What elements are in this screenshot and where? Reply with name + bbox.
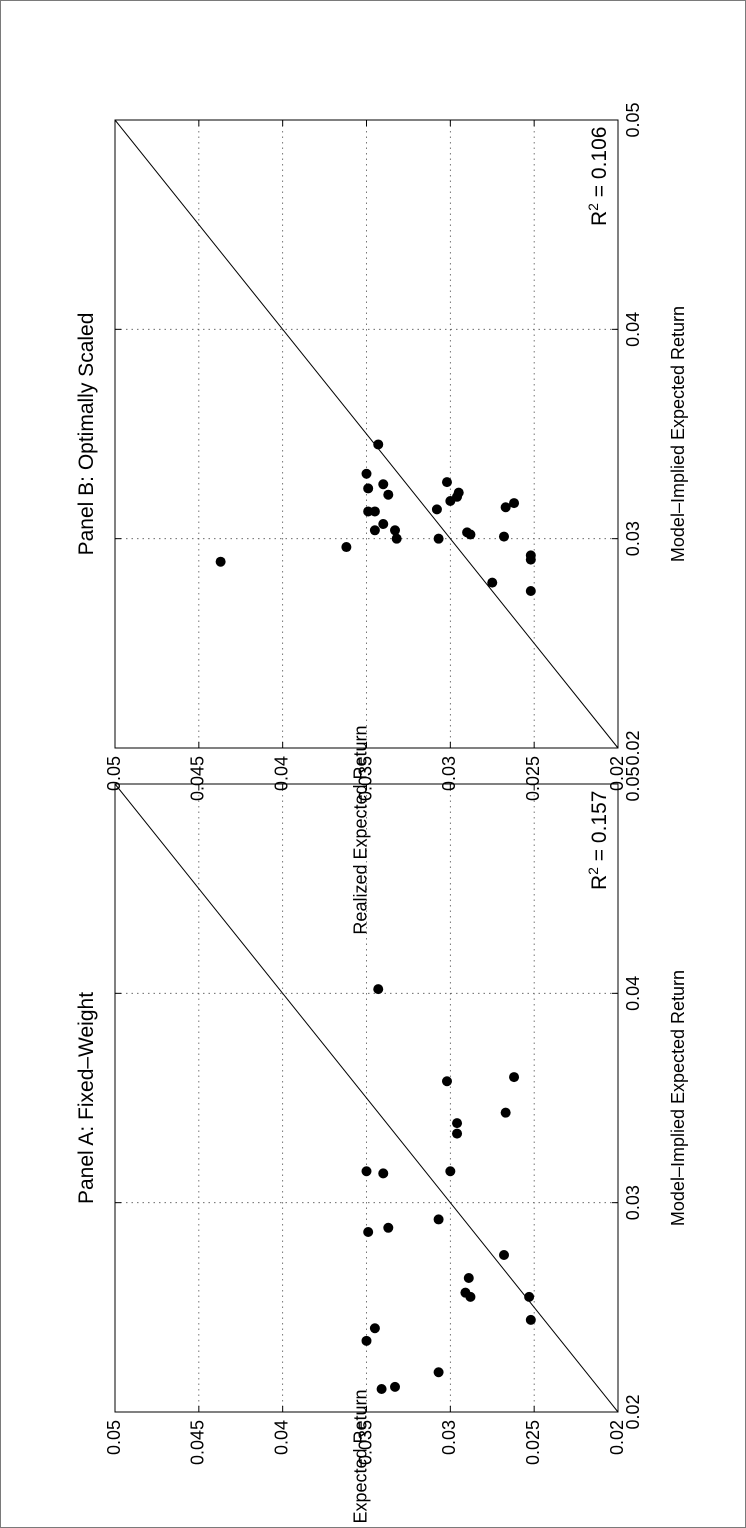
scatter-point: [433, 1367, 444, 1378]
r2-exponent: 2: [585, 867, 601, 875]
scatter-point: [463, 1273, 474, 1284]
y-tick-label: 0.02: [607, 756, 627, 791]
x-tick-label: 0.02: [623, 1394, 643, 1429]
r2-value: = 0.106: [588, 127, 611, 203]
points: [215, 439, 536, 596]
x-tick-label: 0.02: [623, 730, 643, 765]
x-tick-label: 0.04: [623, 976, 643, 1011]
y-tick-label: 0.04: [271, 756, 291, 791]
scatter-point: [525, 586, 536, 596]
y-tick-label: 0.025: [523, 1420, 543, 1465]
scatter-point: [376, 1383, 387, 1394]
x-tick-label: 0.04: [623, 312, 643, 347]
scatter-point: [498, 531, 509, 542]
scatter-point: [215, 556, 226, 567]
panel-b: 0.020.030.040.050.020.0250.030.0350.040.…: [75, 102, 688, 934]
scatter-point: [383, 1222, 394, 1233]
scatter-point: [525, 550, 536, 561]
x-tick-label: 0.03: [623, 1185, 643, 1220]
panel-title: Panel A: Fixed–Weight: [75, 992, 98, 1204]
y-tick-label: 0.025: [523, 756, 543, 801]
scatter-point: [452, 1128, 463, 1139]
scatter-point: [525, 1314, 536, 1325]
r2-exponent: 2: [585, 203, 601, 211]
y-tick-label: 0.035: [355, 1420, 375, 1465]
scatter-point: [373, 439, 384, 450]
scatter-point: [453, 487, 464, 498]
panel-a: 0.02 0.03 0.04 0.05 0.02 0.025 0.03 0.035 0.04 0.…: [75, 766, 688, 1528]
scatter-point: [378, 479, 389, 490]
y-tick-label: 0.05: [104, 1420, 124, 1455]
scatter-point: [390, 1381, 401, 1392]
scatter-point: [378, 519, 389, 530]
y-tick-label: 0.045: [188, 756, 208, 801]
scatter-point: [341, 542, 352, 553]
y-axis-label: Realized Expected Return: [351, 1389, 371, 1528]
y-axis-label: Realized Expected Return: [351, 725, 371, 934]
reference-45-line: [114, 119, 619, 749]
scatter-point: [363, 1226, 374, 1237]
scatter-point: [373, 984, 384, 995]
ticks: 0.02 0.03 0.04 0.05 0.02 0.025 0.03 0.035 0.04 0.…: [104, 766, 643, 1465]
y-tick-label: 0.035: [355, 756, 375, 801]
r2-symbol: R: [588, 875, 611, 890]
reference-45-line: [114, 783, 619, 1413]
y-tick-label: 0.03: [439, 1420, 459, 1455]
scatter-point: [498, 1250, 509, 1260]
scatter-point: [361, 1335, 372, 1346]
scatter-point: [361, 468, 372, 479]
points: [361, 984, 536, 1394]
ticks: 0.020.030.040.050.020.0250.030.0350.040.…: [104, 102, 643, 801]
x-tick-label: 0.05: [623, 102, 643, 137]
r-squared-annotation: R2 = 0.106: [585, 127, 611, 226]
y-tick-label: 0.045: [188, 1420, 208, 1465]
grid: [115, 120, 618, 748]
scatter-point: [433, 1214, 444, 1225]
scatter-point: [509, 1072, 520, 1083]
scatter-point: [369, 506, 380, 517]
scatter-point: [445, 1166, 456, 1177]
scatter-point: [462, 527, 473, 538]
scatter-point: [369, 1323, 380, 1334]
y-tick-label: 0.05: [104, 756, 124, 791]
y-tick-label: 0.04: [271, 1420, 291, 1455]
scatter-point: [452, 1118, 463, 1129]
scatter-point: [369, 525, 380, 536]
scatter-point: [378, 1168, 389, 1179]
scatter-point: [441, 1076, 452, 1087]
r2-value: = 0.157: [588, 791, 611, 867]
y-tick-label: 0.02: [607, 1420, 627, 1455]
scatter-point: [441, 477, 452, 488]
r2-symbol: R: [588, 211, 611, 226]
scatter-point: [391, 533, 402, 544]
scatter-point: [500, 1107, 511, 1118]
scatter-point: [390, 525, 401, 536]
scatter-point: [433, 533, 444, 544]
x-axis-label: Model–Implied Expected Return: [668, 306, 688, 562]
scatter-point: [431, 504, 442, 515]
r-squared-annotation: R2 = 0.157: [585, 791, 611, 890]
y-tick-label: 0.03: [439, 756, 459, 791]
scatter-point: [361, 1166, 372, 1177]
scatter-point: [460, 1287, 471, 1298]
scatter-point: [500, 502, 511, 513]
scatter-point: [383, 489, 394, 500]
x-tick-label: 0.05: [623, 766, 643, 801]
panel-title: Panel B: Optimally Scaled: [75, 313, 98, 556]
scatter-point: [509, 498, 520, 509]
x-tick-label: 0.03: [623, 521, 643, 556]
scatter-point: [487, 577, 498, 588]
scatter-point: [524, 1291, 535, 1302]
x-axis-label: Model–Implied Expected Return: [668, 970, 688, 1226]
scatter-point: [363, 483, 374, 494]
